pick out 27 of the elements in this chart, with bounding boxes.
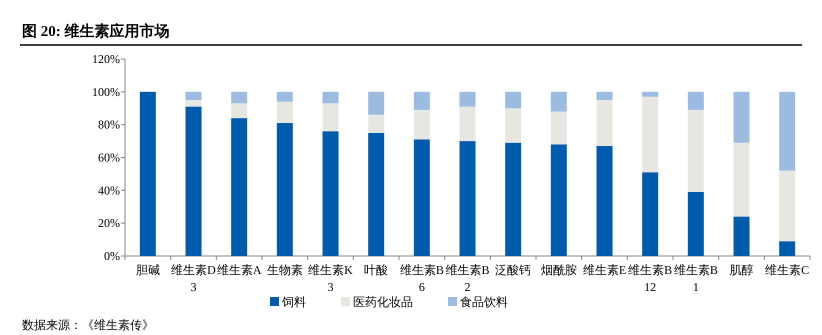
x-tick-label: 肌醇 (730, 263, 754, 277)
y-tick-label: 60% (98, 150, 120, 164)
y-tick-label: 120% (92, 52, 120, 66)
x-tick-label: 维生素B1 (674, 263, 718, 294)
legend-label: 食品饮料 (460, 295, 508, 309)
x-tick-label: 胆碱 (136, 263, 160, 277)
x-tick-label: 维生素B12 (628, 263, 672, 294)
legend-label: 饲料 (281, 295, 306, 309)
x-tick-label: 维生素K3 (308, 263, 354, 294)
y-tick-label: 40% (98, 183, 120, 198)
x-tick-label: 叶酸 (364, 263, 388, 277)
y-tick-label: 0% (104, 249, 120, 263)
x-tick-label: 维生素B6 (400, 263, 444, 294)
x-tick-label: 维生素B2 (445, 263, 490, 294)
title: 图 20: 维生素应用市场 (22, 24, 170, 40)
x-tick-label: 生物素 (266, 263, 303, 277)
x-tick-label: 泛酸钙 (495, 263, 532, 277)
source-note: 数据来源：《维生素传》 (22, 318, 154, 332)
x-tick-label: 维生素A (216, 263, 262, 277)
x-tick-label: 维生素E (582, 263, 626, 277)
x-tick-label: 维生素D3 (171, 263, 216, 294)
y-tick-label: 100% (92, 84, 120, 99)
y-tick-label: 80% (98, 118, 120, 132)
y-tick-label: 20% (98, 216, 120, 230)
x-tick-label: 维生素C (765, 263, 810, 277)
x-tick-label: 烟酰胺 (540, 263, 577, 277)
legend-label: 医药化妆品 (353, 295, 413, 309)
